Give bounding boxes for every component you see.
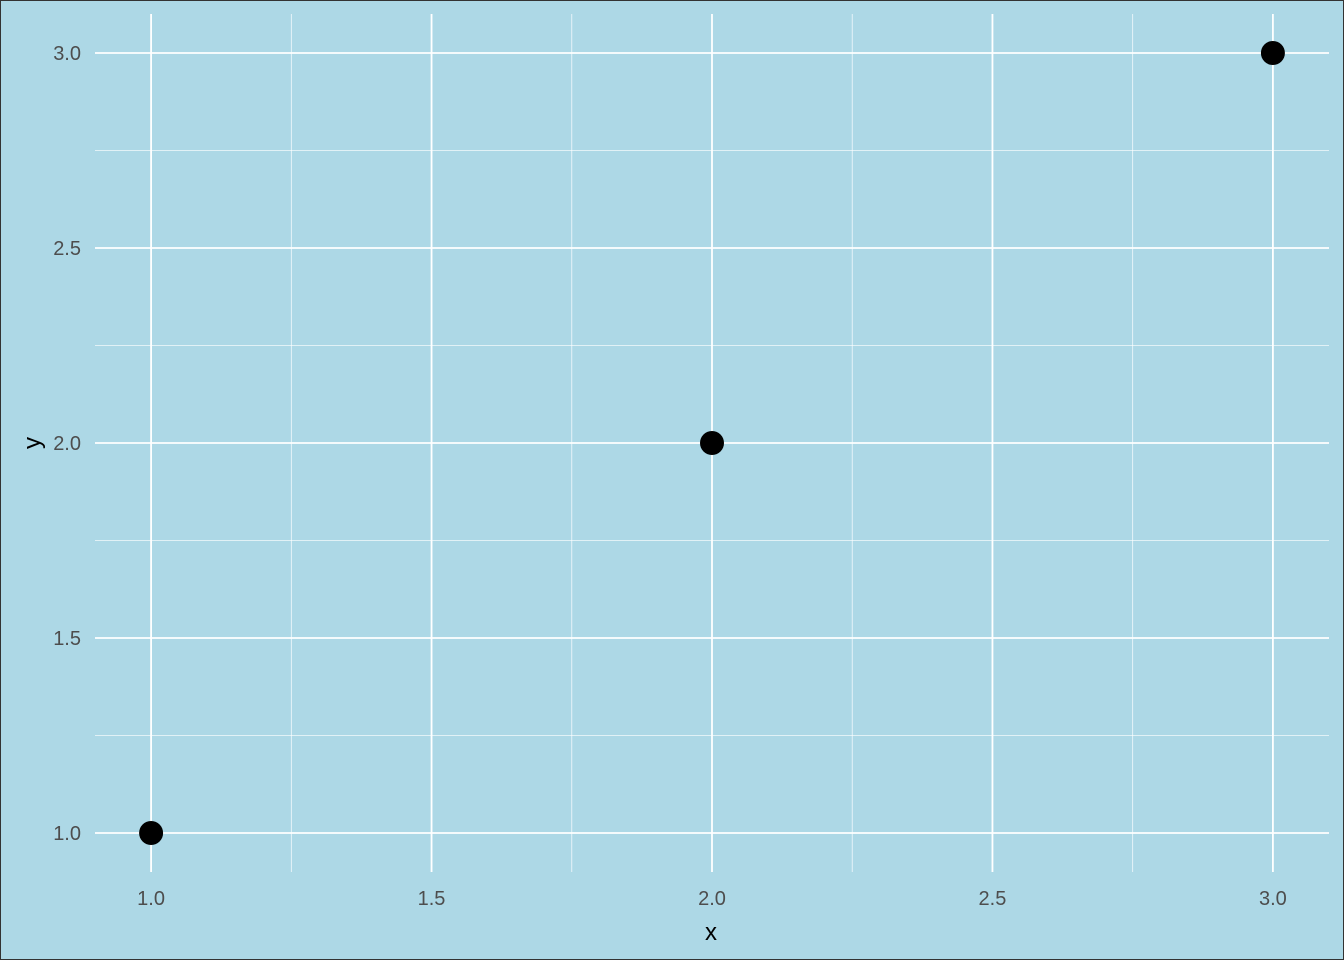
data-point-1 — [139, 821, 164, 845]
x-tick-label: 2.5 — [979, 888, 1007, 910]
x-axis-tick-labels: 1.0 1.5 2.0 2.5 3.0 — [137, 888, 1287, 910]
y-tick-label: 2.0 — [53, 433, 81, 455]
y-axis-title: y — [19, 437, 46, 449]
x-tick-label: 3.0 — [1259, 888, 1287, 910]
x-tick-label: 1.5 — [418, 888, 446, 910]
y-tick-label: 1.5 — [53, 628, 81, 650]
x-tick-label: 1.0 — [137, 888, 165, 910]
major-gridlines — [95, 14, 1329, 872]
x-tick-label: 2.0 — [698, 888, 726, 910]
data-points — [139, 41, 1285, 845]
data-point-2 — [700, 431, 724, 455]
x-axis-title: x — [705, 919, 717, 946]
y-axis-tick-labels: 1.0 1.5 2.0 2.5 3.0 — [53, 43, 81, 845]
y-tick-label: 3.0 — [53, 43, 81, 65]
y-tick-label: 1.0 — [53, 823, 81, 845]
y-tick-label: 2.5 — [53, 238, 81, 260]
data-point-3 — [1260, 41, 1285, 65]
